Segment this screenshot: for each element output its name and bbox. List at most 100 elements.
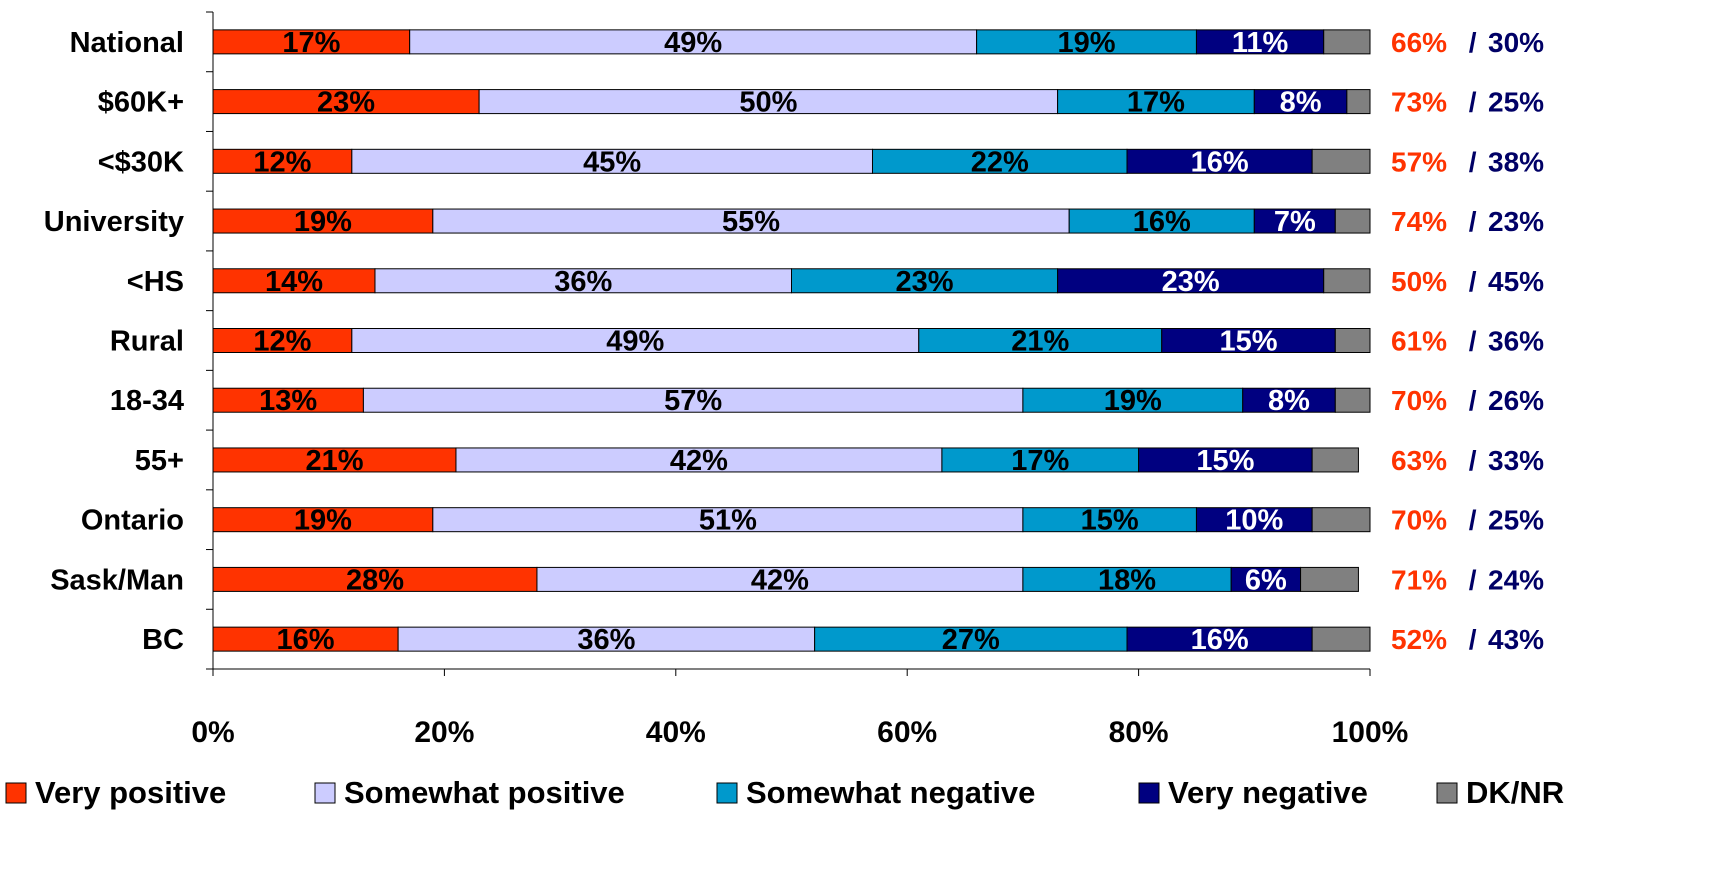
bar-segment (212, 268, 376, 294)
category-label: 18-34 (110, 385, 184, 417)
bar-value-label: 16% (277, 624, 335, 656)
positive-total-label: 66% (1391, 27, 1447, 58)
bar-value-label: 49% (664, 27, 722, 59)
bar-value-label: 19% (294, 206, 352, 238)
bar-value-label: 11% (1232, 27, 1289, 59)
bar-segment (478, 89, 1059, 115)
legend-swatch (1138, 782, 1160, 804)
bar-segment (432, 208, 1070, 234)
positive-total-label: 57% (1391, 146, 1447, 177)
totals-separator: / (1461, 445, 1484, 476)
bar-value-label: 8% (1268, 385, 1310, 417)
category-label: National (70, 27, 184, 59)
bar-value-label: 23% (1162, 266, 1220, 298)
totals-separator: / (1461, 505, 1484, 536)
bar-segment (212, 328, 353, 353)
bar-value-label: 49% (606, 326, 664, 358)
negative-total-label: 45% (1488, 266, 1544, 297)
negative-total-label: 43% (1488, 624, 1544, 655)
x-tick-label: 0% (191, 716, 234, 749)
category-label: 55+ (135, 445, 184, 477)
legend-label: Very positive (35, 775, 226, 810)
category-label: <$30K (98, 146, 184, 178)
negative-total-label: 23% (1488, 206, 1544, 237)
bar-segment (1323, 268, 1371, 294)
bar-segment (397, 626, 816, 652)
bar-value-label: 16% (1133, 206, 1191, 238)
bar-value-label: 22% (971, 146, 1029, 178)
bar-value-label: 10% (1225, 505, 1283, 537)
bar-value-label: 50% (739, 87, 797, 119)
bar-segment (1138, 447, 1313, 473)
bar-segment (1230, 566, 1302, 592)
negative-total-label: 24% (1488, 564, 1544, 595)
bar-value-label: 42% (670, 445, 728, 477)
bar-segment (351, 328, 920, 353)
bar-value-label: 55% (722, 206, 780, 238)
negative-total-label: 25% (1488, 505, 1544, 536)
bar-segment (1057, 268, 1325, 294)
bar-value-label: 19% (1104, 385, 1162, 417)
totals-separator: / (1461, 564, 1484, 595)
bar-segment (1311, 447, 1359, 473)
negative-total-label: 26% (1488, 385, 1544, 416)
bar-value-label: 21% (1011, 326, 1069, 358)
legend-label: Somewhat negative (746, 775, 1035, 810)
bar-value-label: 15% (1219, 326, 1277, 358)
bar-segment (1311, 148, 1371, 174)
negative-total-label: 38% (1488, 146, 1544, 177)
negative-total-label: 25% (1488, 87, 1544, 118)
bar-value-label: 12% (253, 146, 311, 178)
category-label: $60K+ (98, 87, 184, 119)
category-label: BC (142, 624, 184, 656)
bar-value-label: 27% (942, 624, 1000, 656)
bar-value-label: 19% (1058, 27, 1116, 59)
bar-value-label: 16% (1191, 146, 1249, 178)
bar-value-label: 16% (1191, 624, 1249, 656)
bar-segment (1334, 387, 1371, 413)
bar-value-label: 8% (1280, 87, 1322, 119)
category-label: Rural (110, 326, 184, 358)
bar-value-label: 17% (282, 27, 340, 59)
bar-segment (1022, 566, 1232, 592)
bar-segment (941, 447, 1140, 473)
bar-segment (791, 268, 1059, 294)
bar-segment (1300, 566, 1359, 592)
x-tick-label: 60% (877, 716, 937, 749)
bar-value-label: 7% (1274, 206, 1316, 238)
bar-segment (362, 387, 1024, 413)
bar-value-label: 36% (577, 624, 635, 656)
bar-segment (1334, 208, 1371, 234)
bar-segment (374, 268, 792, 294)
totals-separator: / (1461, 326, 1484, 357)
positive-total-label: 50% (1391, 266, 1447, 297)
category-label: Ontario (81, 505, 184, 537)
bar-segment (1253, 208, 1336, 234)
bar-value-label: 45% (583, 146, 641, 178)
positive-total-label: 70% (1391, 505, 1447, 536)
legend-swatch (314, 782, 336, 804)
x-tick-label: 40% (646, 716, 706, 749)
bar-segment (409, 29, 978, 55)
bar-value-label: 23% (317, 87, 375, 119)
category-label: Sask/Man (50, 564, 184, 596)
bar-segment (918, 328, 1163, 353)
bar-value-label: 12% (253, 326, 311, 358)
bar-value-label: 57% (664, 385, 722, 417)
x-tick-label: 80% (1109, 716, 1169, 749)
legend-swatch (716, 782, 738, 804)
bar-segment (212, 29, 411, 55)
positive-total-label: 61% (1391, 326, 1447, 357)
totals-separator: / (1461, 27, 1484, 58)
bar-value-label: 17% (1011, 445, 1069, 477)
positive-total-label: 71% (1391, 564, 1447, 595)
bar-value-label: 28% (346, 564, 404, 596)
totals-separator: / (1461, 266, 1484, 297)
bar-segment (871, 148, 1128, 174)
bar-value-label: 21% (305, 445, 363, 477)
bar-value-label: 15% (1196, 445, 1254, 477)
bar-segment (212, 447, 457, 473)
positive-total-label: 52% (1391, 624, 1447, 655)
negative-total-label: 36% (1488, 326, 1544, 357)
totals-separator: / (1461, 624, 1484, 655)
